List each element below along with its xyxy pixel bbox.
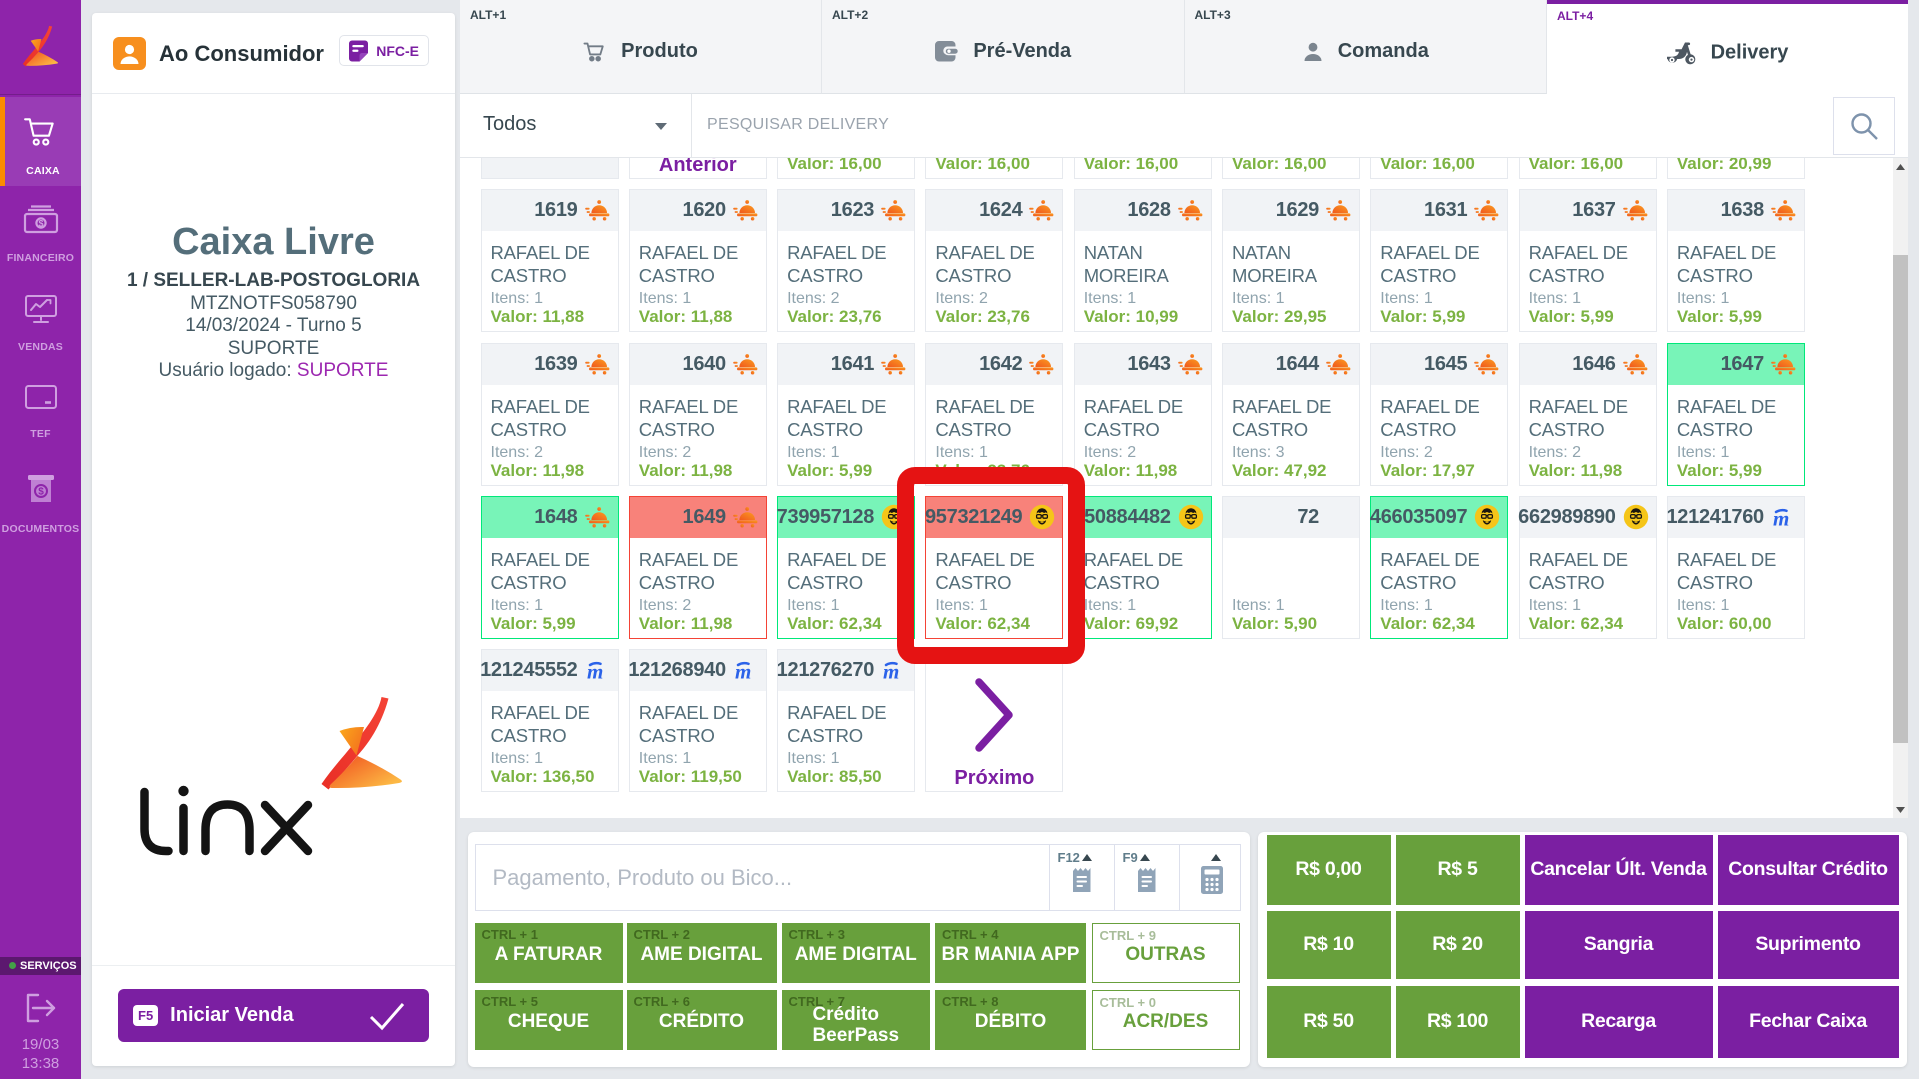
svg-text:m: m xyxy=(1773,507,1789,531)
svg-text:m: m xyxy=(883,660,899,684)
svg-text:$: $ xyxy=(38,487,44,498)
svg-text:$: $ xyxy=(38,218,43,228)
svg-text:m: m xyxy=(735,660,751,684)
svg-text:m: m xyxy=(587,660,603,684)
